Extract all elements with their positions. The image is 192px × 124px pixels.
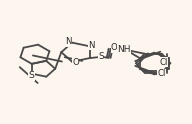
Text: O: O (111, 43, 118, 52)
Text: NH: NH (117, 45, 130, 54)
Text: Cl: Cl (158, 69, 166, 78)
Text: S: S (29, 71, 35, 80)
Text: Cl: Cl (160, 58, 168, 67)
Text: NH: NH (117, 45, 130, 54)
Text: NH: NH (117, 45, 130, 54)
Text: S: S (98, 52, 104, 61)
Text: O: O (72, 58, 79, 67)
Text: N: N (65, 37, 71, 46)
Text: N: N (88, 41, 95, 50)
Text: O: O (111, 43, 118, 52)
